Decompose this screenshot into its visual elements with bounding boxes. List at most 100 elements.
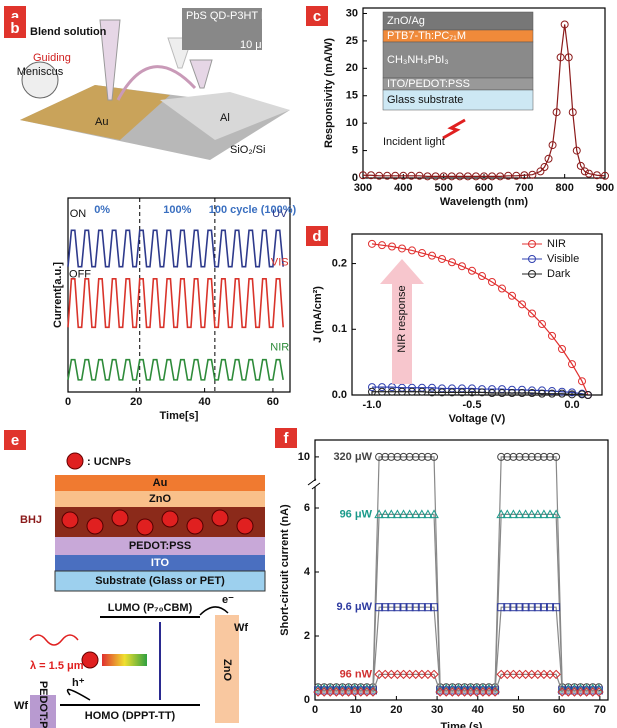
y-tick-label: 5 bbox=[352, 144, 358, 156]
marker bbox=[545, 509, 555, 519]
y-tick-label: 25 bbox=[346, 35, 358, 47]
marker bbox=[381, 603, 390, 612]
marker bbox=[528, 170, 537, 179]
marker bbox=[399, 452, 408, 461]
x-tick-label: 400 bbox=[394, 182, 412, 194]
text: Wf bbox=[234, 622, 248, 634]
marker bbox=[540, 163, 549, 172]
annotation: 0% bbox=[94, 204, 110, 216]
marker bbox=[581, 687, 592, 697]
marker bbox=[569, 687, 580, 697]
x-tick-label: 0 bbox=[312, 704, 318, 716]
marker bbox=[411, 603, 420, 612]
marker bbox=[568, 360, 576, 369]
marker bbox=[488, 277, 496, 286]
marker bbox=[441, 687, 451, 697]
x-tick-label: 500 bbox=[434, 182, 452, 194]
pipette bbox=[99, 19, 121, 101]
marker bbox=[558, 389, 566, 398]
x-tick-label: 20 bbox=[130, 396, 142, 408]
x-tick-label: 900 bbox=[596, 182, 614, 194]
text: Wf bbox=[14, 700, 28, 712]
series-label: 9.6 μW bbox=[337, 601, 373, 613]
marker bbox=[455, 172, 464, 181]
x-tick-label: 60 bbox=[267, 396, 279, 408]
marker bbox=[447, 172, 456, 181]
marker bbox=[411, 452, 420, 461]
text: Al bbox=[220, 112, 230, 124]
light-arrow bbox=[442, 118, 466, 140]
marker bbox=[478, 388, 486, 397]
marker bbox=[518, 389, 526, 398]
photon bbox=[29, 634, 79, 646]
text: PEDOT:PSS bbox=[37, 681, 49, 728]
marker bbox=[508, 509, 519, 519]
marker bbox=[368, 239, 376, 248]
panel-label-box bbox=[306, 226, 328, 246]
text: LUMO (P₇₀CBM) bbox=[108, 602, 193, 614]
y-tick-label: 0.2 bbox=[332, 257, 347, 269]
marker bbox=[387, 603, 396, 612]
x-tick-label: 60 bbox=[553, 704, 565, 716]
text: SiO₂/Si bbox=[230, 144, 265, 156]
annotation: 100% bbox=[163, 204, 191, 216]
y-tick-label: 20 bbox=[346, 62, 358, 74]
marker bbox=[572, 146, 581, 155]
marker bbox=[508, 389, 516, 398]
marker bbox=[325, 687, 335, 697]
series-label: 96 nW bbox=[340, 668, 373, 680]
marker bbox=[359, 171, 367, 180]
marker bbox=[545, 669, 555, 680]
y-tick-label: 10 bbox=[346, 117, 358, 129]
marker bbox=[548, 389, 556, 398]
sem-image bbox=[182, 8, 262, 50]
x-axis-label: Voltage (V) bbox=[449, 413, 506, 425]
marker bbox=[564, 53, 573, 62]
marker bbox=[552, 108, 561, 117]
text: Au bbox=[153, 477, 168, 489]
marker bbox=[337, 687, 348, 697]
marker bbox=[378, 383, 386, 392]
y-tick-label: 0.0 bbox=[332, 389, 347, 401]
marker bbox=[349, 687, 360, 697]
marker bbox=[514, 669, 525, 680]
marker bbox=[405, 603, 414, 612]
x-tick-label: 20 bbox=[390, 704, 402, 716]
marker bbox=[418, 387, 426, 396]
marker bbox=[398, 509, 409, 519]
series-line bbox=[363, 24, 606, 177]
marker bbox=[509, 452, 518, 461]
panel-label: d bbox=[312, 228, 321, 245]
marker bbox=[448, 258, 456, 267]
layer bbox=[54, 570, 266, 592]
panel-label: f bbox=[284, 430, 290, 447]
series-line bbox=[318, 456, 599, 688]
marker bbox=[458, 388, 466, 397]
marker bbox=[580, 167, 589, 176]
text: BHJ bbox=[20, 514, 42, 526]
series-label: 320 μW bbox=[333, 451, 372, 463]
marker bbox=[386, 669, 397, 680]
marker bbox=[601, 171, 609, 180]
marker bbox=[388, 242, 396, 251]
marker bbox=[471, 172, 480, 181]
inset-label: ZnO/Ag bbox=[387, 15, 425, 27]
marker bbox=[538, 389, 546, 398]
marker bbox=[548, 331, 556, 340]
marker bbox=[478, 687, 488, 697]
x-tick-label: 700 bbox=[515, 182, 533, 194]
layer bbox=[55, 491, 265, 507]
marker bbox=[551, 669, 561, 680]
x-tick-label: 0.0 bbox=[564, 399, 579, 411]
marker bbox=[423, 172, 432, 181]
marker bbox=[375, 603, 384, 612]
marker bbox=[568, 108, 577, 117]
marker bbox=[514, 509, 525, 519]
marker bbox=[398, 669, 409, 680]
marker bbox=[502, 509, 513, 519]
marker bbox=[521, 603, 530, 612]
marker bbox=[488, 389, 496, 398]
marker bbox=[430, 452, 439, 461]
marker bbox=[546, 603, 555, 612]
inset-layer bbox=[382, 41, 534, 79]
